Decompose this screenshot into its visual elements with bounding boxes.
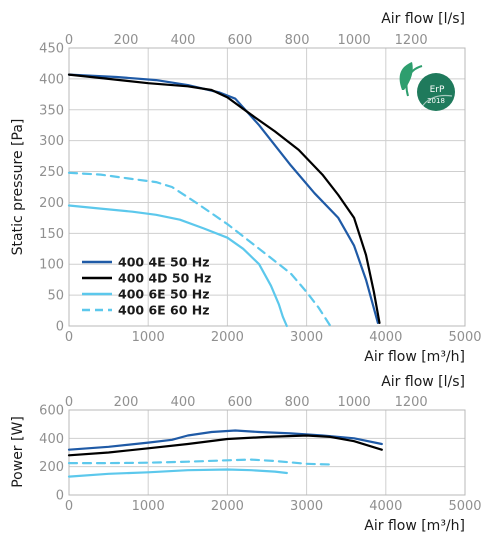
power-top-xtick-label: 400 [171, 395, 196, 410]
pressure-xtick-label: 4000 [369, 330, 402, 345]
pressure-series-line-4E50 [67, 73, 379, 324]
pressure-ytick-label: 50 [47, 289, 64, 304]
pressure-ytick-label: 0 [56, 320, 64, 335]
pressure-series-line-4D50 [67, 73, 381, 324]
pressure-xtick-label: 3000 [290, 330, 323, 345]
pressure-ytick-label: 350 [39, 103, 64, 118]
power-top-xtick-label: 800 [285, 395, 310, 410]
pressure-ytick-label: 250 [39, 165, 64, 180]
power-xtick-label: 5000 [448, 499, 481, 514]
power-ytick-label: 600 [39, 404, 64, 419]
power-xtick-label: 3000 [290, 499, 323, 514]
pressure-ytick-label: 400 [39, 72, 64, 87]
pressure-series-line-6E50 [67, 204, 288, 328]
pressure-top-xtick-label: 800 [285, 33, 310, 48]
pressure-top-xtick-label: 1200 [395, 33, 428, 48]
power-top-xlabel: Air flow [l/s] [381, 374, 465, 390]
pressure-top-xtick-label: 0 [65, 33, 73, 48]
pressure-xtick-label: 5000 [448, 330, 481, 345]
power-series [67, 429, 383, 478]
power-xtick-label: 1000 [132, 499, 165, 514]
pressure-top-xlabel: Air flow [l/s] [381, 11, 465, 27]
legend-label-6E60: 400 6E 60 Hz [118, 303, 210, 318]
pressure-ytick-label: 300 [39, 134, 64, 149]
pressure-xtick-label: 0 [65, 330, 73, 345]
legend-label-6E50: 400 6E 50 Hz [118, 287, 210, 302]
pressure-xtick-label: 2000 [211, 330, 244, 345]
pressure-ytick-label: 200 [39, 196, 64, 211]
pressure-top-xtick-label: 600 [228, 33, 253, 48]
power-top-xtick-label: 1000 [338, 395, 371, 410]
power-series-line-4D50 [67, 434, 383, 457]
power-xtick-label: 0 [65, 499, 73, 514]
pressure-plot-frame [68, 47, 466, 327]
pressure-ylabel: Static pressure [Pa] [10, 119, 26, 256]
power-plot-frame [68, 409, 466, 496]
power-xtick-label: 2000 [211, 499, 244, 514]
pressure-ytick-label: 150 [39, 227, 64, 242]
power-series-line-6E50 [67, 468, 288, 478]
power-series-line-6E60 [67, 458, 332, 466]
pressure-top-xtick-label: 200 [114, 33, 139, 48]
legend-label-4E50: 400 4E 50 Hz [118, 255, 210, 270]
power-grid [68, 409, 466, 496]
power-top-xtick-label: 200 [114, 395, 139, 410]
power-xtick-label: 4000 [369, 499, 402, 514]
pressure-top-xtick-label: 1000 [338, 33, 371, 48]
legend-label-4D50: 400 4D 50 Hz [118, 271, 211, 286]
power-ytick-label: 400 [39, 432, 64, 447]
pressure-xtick-label: 1000 [132, 330, 165, 345]
erp-badge-year: 2018 [427, 97, 445, 105]
erp-leaf-badge-icon: ErP 2018 [399, 62, 455, 111]
pressure-ytick-label: 100 [39, 258, 64, 273]
power-top-xtick-label: 600 [228, 395, 253, 410]
power-xlabel: Air flow [m³/h] [364, 518, 465, 534]
pressure-series-line-6E60 [67, 171, 332, 328]
power-top-xtick-label: 1200 [395, 395, 428, 410]
power-ylabel: Power [W] [10, 416, 26, 488]
power-ytick-label: 200 [39, 460, 64, 475]
pressure-ytick-label: 450 [39, 42, 64, 57]
power-top-xtick-label: 0 [65, 395, 73, 410]
pressure-top-xtick-label: 400 [171, 33, 196, 48]
pressure-series [67, 73, 381, 328]
power-ytick-label: 0 [56, 489, 64, 504]
pressure-xlabel: Air flow [m³/h] [364, 349, 465, 365]
erp-badge-label: ErP [430, 85, 445, 95]
